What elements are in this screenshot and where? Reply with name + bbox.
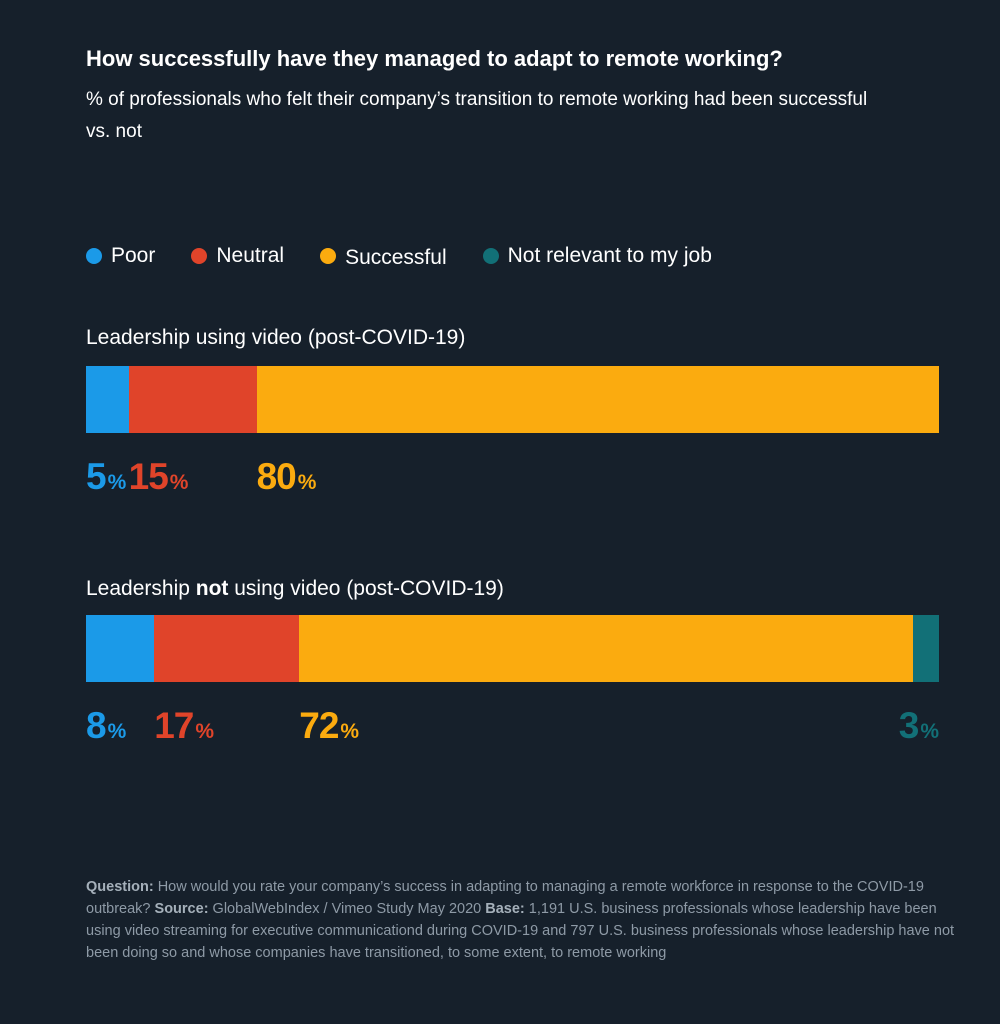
value-number: 80	[256, 456, 297, 497]
footnote-source-label: Source:	[154, 901, 209, 917]
group-label-not-emphasis: not	[195, 577, 229, 600]
value-label-successful: 80%	[257, 456, 317, 498]
legend-dot-successful	[320, 248, 337, 264]
percent-sign: %	[340, 720, 360, 743]
group-label-not-prefix: Leadership	[86, 577, 196, 600]
value-label-not-relevant-to-my-job: 3%	[899, 705, 939, 747]
percent-sign: %	[920, 720, 939, 743]
legend-item-neutral: Neutral	[191, 244, 284, 268]
value-label-successful: 72%	[299, 705, 359, 747]
group-label-not-suffix: using video (post-COVID-19)	[228, 577, 504, 600]
bar-using-video	[86, 366, 939, 433]
value-label-neutral: 15%	[129, 456, 189, 498]
percent-sign: %	[169, 471, 189, 494]
footnote-question-text: How would you rate your company’s succes…	[86, 879, 924, 917]
chart-subtitle: % of professionals who felt their compan…	[86, 89, 868, 142]
legend-label-neutral: Neutral	[216, 244, 285, 267]
legend-dot-not-relevant	[482, 248, 499, 264]
percent-sign: %	[195, 720, 215, 743]
footnote-source-text: GlobalWebIndex / Vimeo Study May 2020	[208, 901, 486, 917]
percent-sign: %	[107, 471, 127, 494]
chart-title: How successfully have they managed to ad…	[86, 46, 783, 71]
bar-segment-neutral	[128, 366, 257, 433]
legend-dot-neutral	[191, 248, 208, 264]
legend-item-not-relevant: Not relevant to my job	[482, 244, 712, 268]
value-label-poor: 5%	[86, 456, 126, 498]
value-number: 5	[86, 456, 107, 497]
legend-item-poor: Poor	[86, 244, 155, 268]
group-label-not-using-video: Leadership not using video (post-COVID-1…	[86, 577, 504, 601]
bar-not-using-video	[86, 615, 939, 682]
legend-item-successful: Successful	[320, 244, 447, 269]
value-number: 3	[898, 705, 920, 746]
value-label-poor: 8%	[86, 705, 126, 747]
footnote-question-label: Question:	[86, 879, 154, 895]
footnote: Question: How would you rate your compan…	[86, 876, 966, 964]
legend-label-successful: Successful	[345, 246, 447, 269]
legend-label-poor: Poor	[111, 244, 156, 267]
bar-segment-poor	[86, 366, 129, 433]
bar-segment-neutral	[154, 615, 300, 682]
value-number: 72	[299, 705, 339, 746]
value-label-neutral: 17%	[154, 705, 214, 747]
group-label-using-video-text: Leadership using video (post-COVID-19)	[86, 326, 466, 349]
bar-segment-poor	[86, 615, 155, 682]
value-number: 15	[128, 456, 169, 497]
value-number: 8	[86, 705, 107, 746]
legend-dot-poor	[86, 248, 102, 264]
bar-segment-successful	[299, 615, 914, 682]
bar-segment-successful	[256, 366, 939, 433]
group-label-using-video: Leadership using video (post-COVID-19)	[86, 326, 465, 350]
footnote-base-text: 1,191 U.S. business professionals whose …	[86, 901, 955, 961]
bar-segment-not-relevant-to-my-job	[913, 615, 939, 682]
value-number: 17	[154, 705, 194, 746]
legend: Poor Neutral Successful Not relevant to …	[86, 244, 748, 269]
footnote-base-label: Base:	[485, 901, 525, 917]
legend-label-not-relevant: Not relevant to my job	[507, 244, 712, 267]
percent-sign: %	[297, 471, 317, 494]
percent-sign: %	[107, 720, 127, 743]
